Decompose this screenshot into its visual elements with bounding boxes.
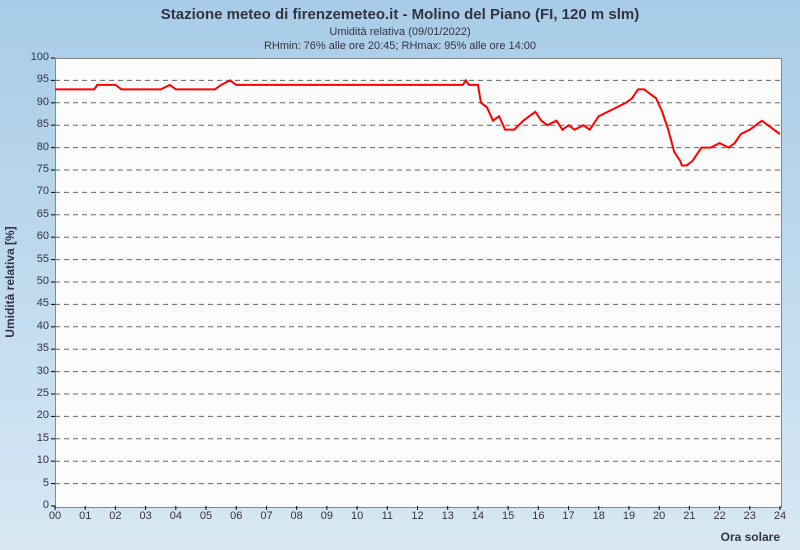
x-tick: 01	[75, 510, 95, 522]
x-tick: 05	[196, 510, 216, 522]
y-tick: 5	[23, 477, 49, 489]
x-tick: 14	[468, 510, 488, 522]
x-tick: 00	[45, 510, 65, 522]
x-tick: 04	[166, 510, 186, 522]
x-tick: 18	[589, 510, 609, 522]
x-tick: 23	[740, 510, 760, 522]
x-tick: 19	[619, 510, 639, 522]
data-line	[55, 58, 780, 506]
x-tick: 11	[377, 510, 397, 522]
x-tick: 15	[498, 510, 518, 522]
y-tick: 100	[23, 51, 49, 63]
y-tick: 65	[23, 208, 49, 220]
x-tick: 13	[438, 510, 458, 522]
y-tick: 60	[23, 230, 49, 242]
y-tick: 70	[23, 185, 49, 197]
y-tick: 95	[23, 73, 49, 85]
y-tick: 45	[23, 297, 49, 309]
x-tick: 21	[679, 510, 699, 522]
x-tick: 03	[136, 510, 156, 522]
y-tick: 50	[23, 275, 49, 287]
x-tick: 10	[347, 510, 367, 522]
chart-subtitle: Umidità relativa (09/01/2022)	[0, 26, 800, 38]
x-tick: 17	[559, 510, 579, 522]
x-tick: 24	[770, 510, 790, 522]
y-tick: 25	[23, 387, 49, 399]
y-tick: 85	[23, 118, 49, 130]
x-tick: 12	[408, 510, 428, 522]
y-tick: 75	[23, 163, 49, 175]
x-tick: 06	[226, 510, 246, 522]
chart-container: Stazione meteo di firenzemeteo.it - Moli…	[0, 0, 800, 550]
y-tick: 55	[23, 253, 49, 265]
x-tick: 08	[287, 510, 307, 522]
y-tick: 90	[23, 96, 49, 108]
y-tick: 35	[23, 342, 49, 354]
y-tick: 20	[23, 409, 49, 421]
x-tick: 02	[105, 510, 125, 522]
x-tick: 20	[649, 510, 669, 522]
y-axis-label: Umidità relativa [%]	[3, 222, 17, 342]
y-tick: 10	[23, 454, 49, 466]
x-tick: 09	[317, 510, 337, 522]
y-tick: 30	[23, 365, 49, 377]
chart-title: Stazione meteo di firenzemeteo.it - Moli…	[0, 6, 800, 23]
chart-subtitle2: RHmin: 76% alle ore 20:45; RHmax: 95% al…	[0, 40, 800, 52]
x-tick: 22	[710, 510, 730, 522]
y-tick: 40	[23, 320, 49, 332]
x-axis-label: Ora solare	[721, 530, 780, 544]
x-tick: 07	[256, 510, 276, 522]
y-tick: 80	[23, 141, 49, 153]
y-tick: 15	[23, 432, 49, 444]
x-tick: 16	[528, 510, 548, 522]
